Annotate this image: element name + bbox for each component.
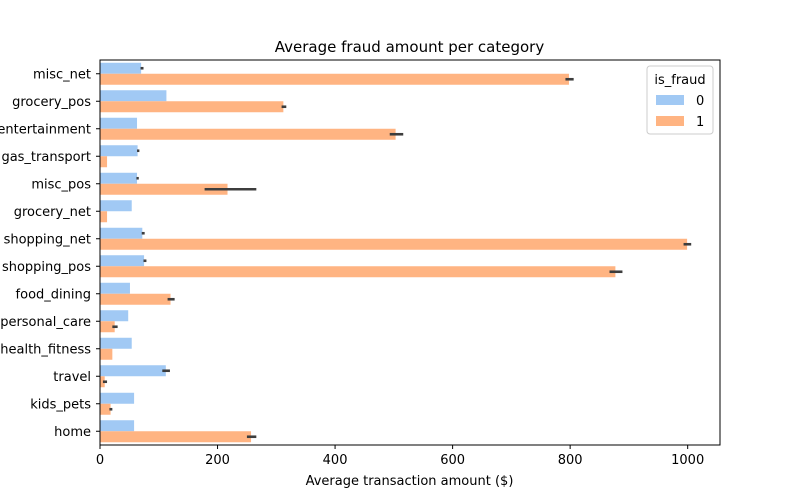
bar-entertainment-series-0 (100, 117, 138, 129)
x-tick-label: 600 (440, 453, 465, 468)
x-tick-label: 0 (96, 453, 104, 468)
legend: is_fraud 0 1 (646, 65, 714, 135)
bar-grocery_net-series-0 (100, 200, 132, 212)
y-axis: misc_net grocery_pos entertainment gas_tran… (0, 67, 100, 440)
y-tick-label: misc_net (33, 67, 91, 82)
y-tick-label: kids_pets (30, 397, 91, 412)
x-tick-label: 1000 (671, 453, 704, 468)
bar-health_fitness-series-1 (100, 348, 113, 360)
axes-spines (99, 59, 721, 446)
bar-travel-series-1 (100, 376, 105, 388)
bar-misc_net-series-1 (100, 73, 569, 85)
bar-shopping_net-series-0 (100, 227, 143, 239)
legend-label-1: 1 (696, 115, 704, 130)
bar-food_dining-series-0 (100, 282, 130, 294)
y-tick-label: grocery_pos (12, 95, 91, 110)
y-tick-label: food_dining (16, 287, 91, 302)
bar-misc_pos-series-0 (100, 172, 138, 184)
bar-travel-series-0 (100, 365, 166, 377)
y-tick-label: grocery_net (14, 205, 91, 220)
bar-kids_pets-series-0 (100, 392, 135, 404)
bar-shopping_net-series-1 (100, 238, 688, 250)
bar-grocery_net-series-1 (100, 211, 108, 223)
bar-personal_care-series-0 (100, 310, 129, 322)
bar-home-series-0 (100, 420, 135, 432)
bar-gas_transport-series-0 (100, 145, 138, 157)
y-tick-label: shopping_pos (2, 260, 91, 275)
legend-label-0: 0 (696, 94, 704, 109)
bar-shopping_pos-series-1 (100, 266, 616, 278)
y-tick-label: travel (53, 370, 91, 385)
legend-swatch-1 (656, 116, 684, 126)
x-tick-label: 800 (558, 453, 583, 468)
bar-personal_care-series-1 (100, 321, 115, 333)
y-tick-label: misc_pos (31, 177, 91, 192)
x-tick-label: 400 (323, 453, 348, 468)
bar-kids_pets-series-1 (100, 403, 111, 415)
bar-grocery_pos-series-0 (100, 90, 167, 102)
bar-grocery_pos-series-1 (100, 101, 284, 113)
y-tick-label: home (54, 425, 91, 440)
y-tick-label: shopping_net (4, 232, 91, 247)
bar-entertainment-series-1 (100, 128, 396, 140)
legend-swatch-0 (656, 95, 684, 105)
bar-home-series-1 (100, 431, 252, 443)
legend-title: is_fraud (654, 73, 705, 88)
bar-shopping_pos-series-0 (100, 255, 145, 267)
x-axis-label: Average transaction amount ($) (306, 474, 514, 489)
error-bars-layer (102, 66, 692, 439)
y-tick-label: health_fitness (0, 342, 91, 357)
bar-health_fitness-series-0 (100, 337, 132, 349)
bar-food_dining-series-1 (100, 293, 171, 305)
y-tick-label: personal_care (0, 315, 91, 330)
axes-frame (99, 59, 721, 446)
y-tick-label: entertainment (0, 122, 91, 137)
bars-layer (100, 62, 688, 443)
bar-misc_net-series-0 (100, 62, 142, 74)
y-tick-label: gas_transport (1, 150, 91, 165)
bar-misc_pos-series-1 (100, 183, 228, 195)
chart-title: Average fraud amount per category (275, 38, 545, 56)
x-tick-label: 200 (205, 453, 230, 468)
bar-gas_transport-series-1 (100, 156, 108, 168)
x-axis: 0 200 400 600 800 1000 (96, 445, 704, 468)
